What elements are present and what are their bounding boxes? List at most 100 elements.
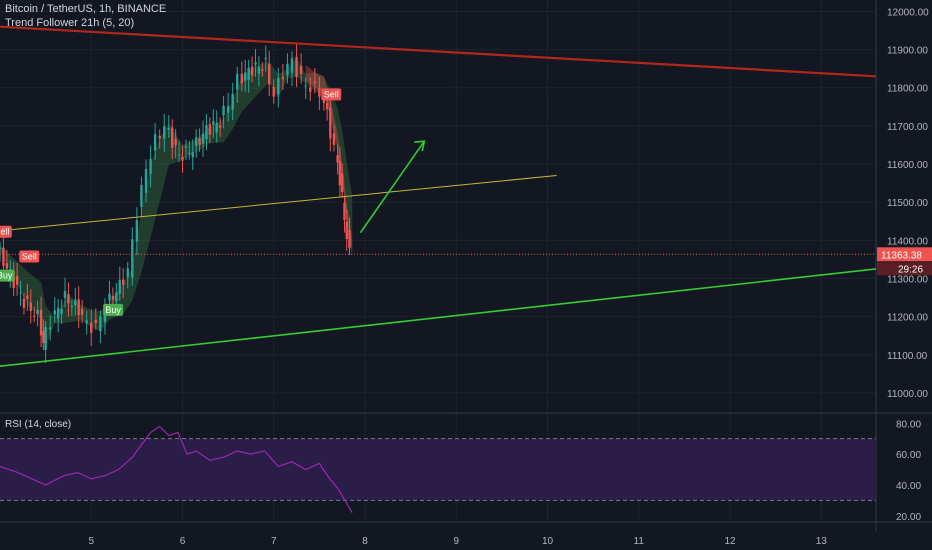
candle-body xyxy=(231,93,234,110)
candle-body xyxy=(74,299,77,306)
candle-body xyxy=(212,121,215,125)
candle-body xyxy=(267,64,271,85)
y-tick-label: 11600.00 xyxy=(887,160,928,171)
rsi-tick-label: 40.00 xyxy=(896,481,921,492)
candle-body xyxy=(322,98,326,104)
buy-signal-badge xyxy=(0,269,15,282)
candle-body xyxy=(318,87,321,97)
trend-cloud xyxy=(0,57,353,347)
candle-body xyxy=(261,69,264,71)
candle-body xyxy=(2,247,5,266)
candle-body xyxy=(163,126,166,139)
x-tick-label: 9 xyxy=(453,536,459,547)
last-price-label: 11363.38 xyxy=(881,250,922,261)
x-tick-label: 12 xyxy=(724,536,736,547)
candle-body xyxy=(181,156,184,161)
midline-line xyxy=(0,174,557,232)
candle-body xyxy=(149,158,152,175)
y-tick-label: 11000.00 xyxy=(887,389,928,400)
sell-signal-label: Sell xyxy=(324,89,339,99)
candle-body xyxy=(254,62,257,65)
candle-body xyxy=(144,168,148,193)
candle-body xyxy=(286,63,289,76)
candle-body xyxy=(39,309,43,336)
candle-body xyxy=(290,58,294,73)
candle-body xyxy=(198,138,201,145)
candle-body xyxy=(281,77,285,80)
rsi-tick-label: 80.00 xyxy=(896,419,921,430)
candle-body xyxy=(29,302,32,311)
candle-body xyxy=(99,316,102,332)
sell-signal-badge xyxy=(0,225,12,238)
candle-body xyxy=(295,56,298,78)
candle-body xyxy=(201,133,205,144)
candle-body xyxy=(140,184,143,207)
candle-body xyxy=(22,298,26,308)
candle-body xyxy=(94,319,98,323)
candle-body xyxy=(67,293,70,304)
y-tick-label: 12000.00 xyxy=(887,7,929,18)
candle-body xyxy=(277,78,280,95)
chart-title: Bitcoin / TetherUS, 1h, BINANCE xyxy=(5,3,167,15)
candle-body xyxy=(188,152,191,154)
y-tick-label: 11100.00 xyxy=(887,351,928,362)
candle-body xyxy=(80,308,84,316)
indicator-label: Trend Follower 21h (5, 20) xyxy=(5,17,135,29)
last-price-badge xyxy=(877,247,932,262)
resistance-line xyxy=(0,25,877,78)
arrow-line xyxy=(359,140,425,234)
candle-body xyxy=(313,81,317,83)
x-tick-label: 6 xyxy=(180,536,186,547)
candle-body xyxy=(340,173,344,192)
candle-body xyxy=(60,309,63,315)
candle-body xyxy=(264,57,267,60)
candle-body xyxy=(0,247,2,249)
candle-body xyxy=(153,134,157,151)
candle-body xyxy=(272,86,275,97)
candle-body xyxy=(90,322,93,333)
countdown-badge xyxy=(877,262,932,276)
candle-body xyxy=(236,73,239,90)
candle-body xyxy=(257,67,261,74)
candle-body xyxy=(174,138,177,146)
candle-body xyxy=(177,154,181,156)
candle-body xyxy=(36,309,39,314)
candle-body xyxy=(33,315,36,317)
candle-body xyxy=(115,292,118,302)
candle-body xyxy=(56,307,60,319)
rsi-tick-label: 20.00 xyxy=(896,512,921,523)
candle-body xyxy=(63,290,67,298)
candle-body xyxy=(108,293,111,301)
x-tick-label: 13 xyxy=(816,536,828,547)
sell-signal-badge xyxy=(321,88,342,101)
candle-body xyxy=(131,239,134,278)
candle-body xyxy=(77,299,80,316)
candle-body xyxy=(208,124,212,135)
y-tick-label: 11800.00 xyxy=(887,84,928,95)
buy-signal-label: Buy xyxy=(105,305,121,315)
candle-body xyxy=(42,330,45,343)
candle-body xyxy=(194,137,198,146)
candle-body xyxy=(338,160,342,186)
candle-body xyxy=(19,292,22,294)
candle-body xyxy=(247,67,250,80)
y-tick-label: 11200.00 xyxy=(887,313,928,324)
y-tick-label: 11700.00 xyxy=(887,122,928,133)
rsi-band xyxy=(0,438,876,501)
rsi-tick-label: 60.00 xyxy=(896,450,921,461)
candle-body xyxy=(70,305,74,307)
candle-body xyxy=(329,107,332,139)
x-tick-label: 7 xyxy=(271,536,277,547)
candle-body xyxy=(218,125,222,128)
candle-body xyxy=(85,320,88,324)
candle-body xyxy=(348,230,351,248)
candle-body xyxy=(26,295,29,300)
x-tick-label: 5 xyxy=(88,536,94,547)
candle-body xyxy=(191,152,194,158)
rsi-label: RSI (14, close) xyxy=(5,419,72,430)
candle-body xyxy=(171,127,174,148)
candle-body xyxy=(309,87,312,92)
candle-body xyxy=(167,128,171,130)
candle-body xyxy=(53,310,56,315)
candle-body xyxy=(343,203,346,221)
